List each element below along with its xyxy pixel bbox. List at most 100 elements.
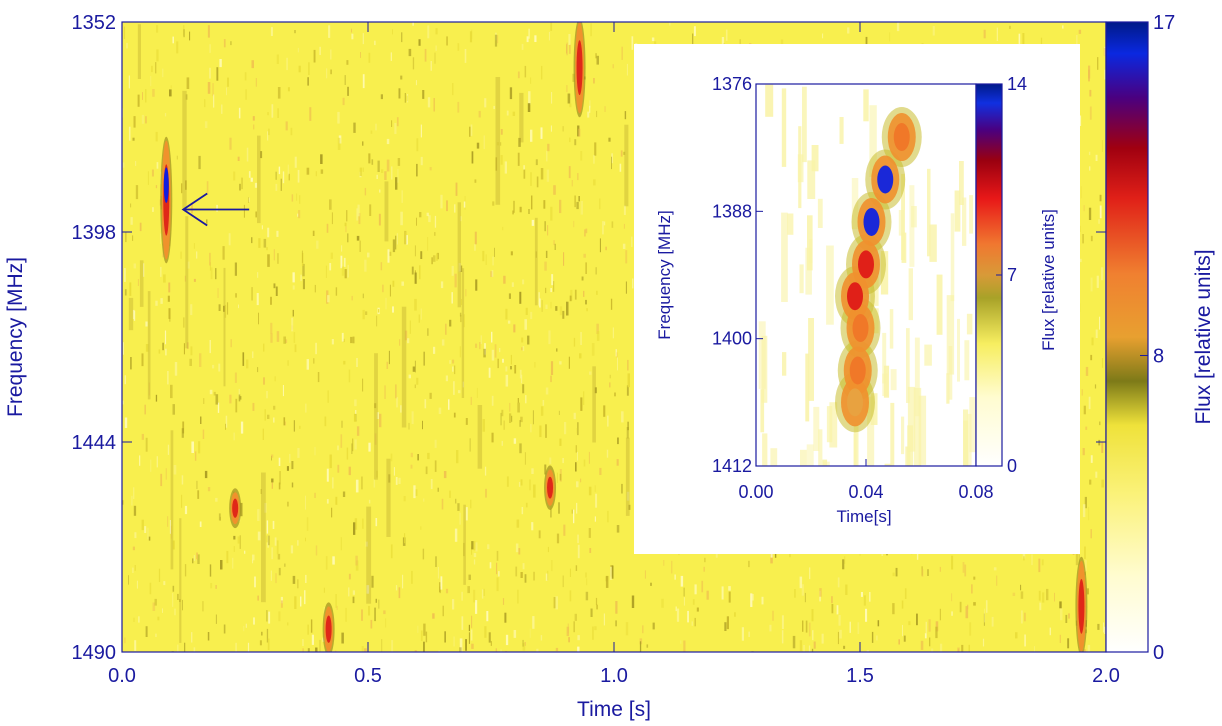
noise-streak — [726, 616, 729, 630]
noise-streak — [610, 566, 613, 580]
noise-streak — [585, 262, 587, 274]
noise-streak — [401, 32, 403, 43]
noise-streak — [280, 600, 283, 608]
noise-streak — [395, 477, 398, 485]
noise-streak — [494, 344, 497, 358]
noise-streak — [903, 635, 906, 642]
noise-streak — [542, 400, 545, 406]
noise-streak — [267, 638, 270, 651]
noise-streak — [577, 173, 579, 181]
noise-streak — [152, 89, 155, 97]
noise-band — [625, 437, 630, 516]
noise-streak — [441, 339, 445, 346]
noise-streak — [1090, 529, 1092, 539]
noise-streak — [229, 137, 232, 150]
noise-streak — [488, 367, 491, 378]
noise-streak — [644, 570, 646, 579]
noise-streak — [422, 90, 425, 99]
noise-streak — [573, 412, 576, 420]
noise-streak — [932, 26, 935, 36]
noise-streak — [513, 438, 517, 444]
noise-streak — [377, 160, 380, 172]
noise-streak — [184, 642, 186, 652]
noise-streak — [292, 272, 295, 283]
inset-y-tick-label: 1388 — [712, 201, 752, 221]
noise-streak — [430, 479, 433, 490]
noise-streak — [209, 44, 211, 53]
noise-streak — [951, 593, 953, 602]
noise-streak — [706, 590, 709, 600]
noise-streak — [414, 298, 417, 311]
noise-streak — [345, 222, 347, 233]
noise-band — [519, 92, 524, 143]
noise-streak — [508, 293, 511, 299]
noise-streak — [639, 641, 642, 652]
noise-streak — [611, 221, 614, 228]
noise-streak — [474, 243, 476, 251]
noise-streak — [484, 98, 487, 108]
noise-streak — [521, 347, 523, 351]
noise-streak — [489, 562, 492, 569]
noise-streak — [533, 571, 535, 581]
noise-streak — [374, 403, 377, 409]
noise-streak — [493, 105, 496, 110]
noise-streak — [504, 612, 507, 623]
noise-streak — [267, 254, 270, 267]
noise-streak — [165, 468, 167, 480]
noise-streak — [409, 320, 411, 334]
noise-streak — [459, 647, 462, 652]
noise-streak — [245, 89, 247, 100]
noise-streak — [356, 235, 360, 241]
noise-streak — [540, 168, 544, 180]
noise-streak — [191, 441, 194, 453]
noise-streak — [984, 608, 986, 623]
noise-streak — [451, 265, 454, 276]
x-tick-label: 1.5 — [846, 665, 874, 687]
noise-streak — [625, 281, 627, 294]
noise-streak — [310, 619, 313, 633]
noise-streak — [423, 498, 425, 502]
noise-streak — [523, 169, 526, 179]
noise-streak — [155, 185, 158, 189]
noise-streak — [495, 157, 498, 171]
noise-streak — [575, 462, 577, 472]
noise-streak — [181, 428, 184, 438]
noise-streak — [335, 594, 337, 608]
noise-streak — [1091, 337, 1094, 346]
noise-streak — [935, 621, 939, 632]
noise-streak — [238, 388, 240, 397]
noise-streak — [631, 36, 634, 50]
inset-x-tick-label: 0.00 — [738, 482, 773, 502]
inset-streak — [966, 313, 973, 335]
noise-streak — [1088, 506, 1090, 521]
noise-streak — [210, 583, 213, 589]
noise-streak — [315, 342, 317, 355]
noise-streak — [230, 339, 232, 348]
noise-streak — [186, 342, 189, 349]
inset-x-tick-label: 0.08 — [958, 482, 993, 502]
noise-streak — [514, 365, 517, 374]
noise-streak — [701, 580, 704, 593]
noise-streak — [577, 125, 580, 137]
noise-streak — [1083, 405, 1086, 415]
noise-streak — [414, 360, 416, 373]
noise-streak — [342, 491, 346, 497]
noise-streak — [559, 361, 562, 365]
noise-streak — [567, 93, 571, 104]
noise-streak — [141, 114, 145, 124]
noise-streak — [425, 631, 428, 643]
noise-streak — [331, 339, 334, 345]
noise-streak — [218, 363, 221, 372]
noise-streak — [251, 60, 254, 69]
noise-streak — [255, 211, 257, 218]
noise-streak — [492, 256, 494, 266]
noise-streak — [414, 245, 416, 257]
noise-streak — [547, 225, 549, 236]
noise-streak — [181, 475, 184, 485]
noise-streak — [411, 266, 414, 275]
noise-streak — [327, 295, 330, 303]
noise-streak — [529, 479, 531, 491]
noise-streak — [527, 103, 531, 112]
noise-streak — [626, 491, 630, 501]
